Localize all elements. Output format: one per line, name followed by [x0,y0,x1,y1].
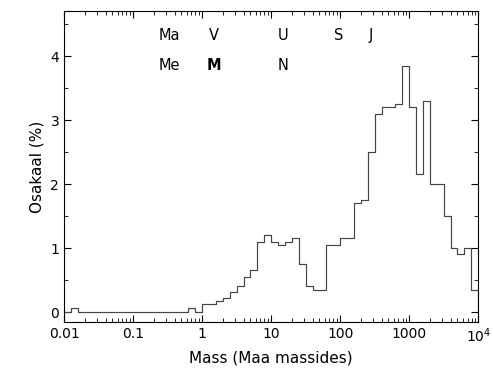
Text: Me: Me [158,58,179,73]
Text: U: U [278,28,288,43]
Text: S: S [334,28,343,43]
Text: Ma: Ma [158,28,179,43]
Text: N: N [278,58,289,73]
X-axis label: Mass (Maa massides): Mass (Maa massides) [189,351,353,366]
Text: V: V [210,28,219,43]
Text: M: M [207,58,221,73]
Text: J: J [369,28,373,43]
Y-axis label: Osakaal (%): Osakaal (%) [30,120,45,212]
